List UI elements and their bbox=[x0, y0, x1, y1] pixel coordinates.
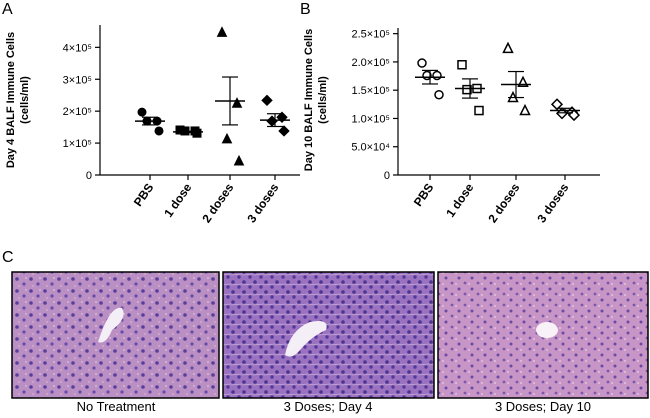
x-tick-label: 1 dose bbox=[443, 180, 476, 219]
data-point bbox=[502, 41, 514, 54]
data-point bbox=[154, 126, 164, 136]
data-point bbox=[550, 98, 564, 111]
micrograph bbox=[222, 271, 435, 399]
data-point bbox=[221, 132, 233, 144]
data-point bbox=[457, 60, 467, 70]
data-point bbox=[137, 107, 147, 117]
x-tick-label: 2 doses bbox=[199, 180, 236, 225]
y-tick-label: 2×10⁵ bbox=[63, 106, 92, 118]
y-tick-label: 4×10⁵ bbox=[63, 42, 92, 54]
y-tick-label: 1.5×10⁵ bbox=[351, 85, 390, 97]
chart: B Day 10 BALF Immune Cells (cells/ml) 0 5.0×… bbox=[300, 1, 600, 225]
y-tick-label: 1×10⁵ bbox=[63, 138, 92, 150]
error-bar bbox=[142, 116, 158, 126]
y-tick-label: 3×10⁵ bbox=[63, 74, 92, 86]
micrograph bbox=[437, 271, 649, 399]
caption: 3 Doses; Day 4 bbox=[284, 399, 373, 414]
data-point bbox=[519, 103, 531, 116]
panel-label: A bbox=[2, 1, 13, 18]
data-point bbox=[434, 89, 444, 100]
histology-panel: C No Treatment 3 Doses; Day 4 3 Doses; D… bbox=[2, 249, 649, 414]
error-bar bbox=[557, 107, 573, 114]
data-point bbox=[417, 58, 427, 68]
error-bar bbox=[422, 69, 438, 85]
x-tick-label: PBS bbox=[131, 181, 157, 209]
panel-label: C bbox=[2, 249, 14, 266]
y-axis-label-line: (cells/ml) bbox=[317, 76, 329, 124]
data-point bbox=[462, 84, 472, 95]
error-bar bbox=[222, 76, 238, 126]
y-tick-label: 2.5×10⁵ bbox=[351, 29, 390, 41]
x-tick-label: 3 doses bbox=[244, 180, 281, 225]
data-point bbox=[233, 154, 245, 166]
error-bar bbox=[508, 70, 524, 99]
data-point bbox=[432, 70, 442, 81]
error-bar bbox=[180, 130, 196, 134]
x-tick-label: 3 doses bbox=[534, 180, 571, 225]
data-point bbox=[192, 128, 202, 138]
error-bar bbox=[267, 113, 283, 128]
y-tick-label: 0 bbox=[384, 170, 390, 182]
data-point bbox=[231, 97, 243, 108]
panel-label: B bbox=[300, 1, 311, 18]
caption: 3 Doses; Day 10 bbox=[495, 399, 591, 414]
x-tick-label: 2 doses bbox=[485, 180, 522, 225]
y-tick-label: 5.0×10⁴ bbox=[351, 142, 390, 154]
data-point bbox=[278, 125, 290, 137]
x-tick-label: 1 dose bbox=[161, 180, 194, 219]
y-axis-label: Day 4 BALF Immune Cells (cells/ml) bbox=[5, 32, 31, 168]
y-tick-label: 2.0×10⁵ bbox=[351, 57, 390, 69]
y-axis-label-line: (cells/ml) bbox=[19, 76, 31, 124]
y-tick-label: 0 bbox=[86, 170, 92, 182]
data-point bbox=[474, 105, 484, 116]
data-point bbox=[261, 94, 273, 107]
error-bar bbox=[462, 78, 478, 99]
y-axis-label-line: Day 10 BALF Immune Cells bbox=[303, 29, 315, 171]
x-tick-label: PBS bbox=[411, 181, 437, 209]
micrograph bbox=[11, 271, 220, 399]
chart: A Day 4 BALF Immune Cells (cells/ml) 0 1×10⁵… bbox=[2, 1, 300, 225]
caption: No Treatment bbox=[77, 399, 156, 414]
y-axis-label: Day 10 BALF Immune Cells (cells/ml) bbox=[303, 29, 329, 171]
y-axis-label-line: Day 4 BALF Immune Cells bbox=[5, 32, 17, 168]
y-tick-label: 1.0×10⁵ bbox=[351, 113, 390, 125]
data-point bbox=[216, 26, 228, 37]
